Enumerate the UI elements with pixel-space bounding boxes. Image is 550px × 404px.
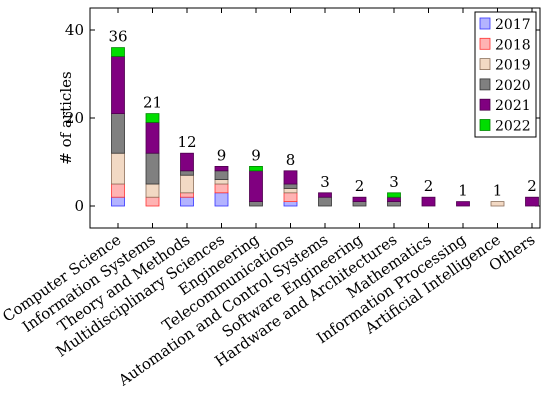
bar-segment-2018 [180, 192, 194, 198]
bar-total-label: 9 [217, 146, 227, 164]
legend-swatch-2017 [479, 17, 491, 30]
bar-segment-2019 [111, 152, 125, 185]
bar-total-label: 1 [458, 182, 468, 200]
legend-label-2021: 2021 [495, 98, 531, 114]
y-tick-label: 20 [65, 109, 84, 127]
bar-segment-2020 [214, 170, 229, 181]
bar-segment-2021 [352, 196, 367, 202]
bar-segment-2020 [352, 201, 367, 207]
bar-segment-2017 [180, 196, 194, 207]
y-tick-label: 40 [65, 21, 84, 39]
bar-segment-2020 [111, 113, 125, 154]
legend-swatch-2022 [479, 119, 491, 131]
bar-segment-2020 [249, 201, 263, 207]
bar-total-label: 2 [527, 177, 537, 195]
bar-segment-2021 [249, 170, 263, 203]
legend-label-2019: 2019 [495, 58, 531, 74]
bar-total-label: 2 [424, 177, 434, 195]
bar-total-label: 3 [320, 173, 330, 191]
bar-segment-2022 [145, 113, 160, 123]
bar-segment-2021 [214, 165, 229, 172]
bar-segment-2021 [456, 201, 470, 207]
bar-segment-2019 [490, 201, 505, 207]
bar-total-label: 8 [286, 151, 296, 169]
legend-swatch-2020 [479, 78, 491, 91]
bar-segment-2020 [318, 196, 332, 207]
bar-total-label: 3 [389, 173, 399, 191]
bar-segment-2018 [145, 196, 160, 207]
bar-segment-2020 [145, 152, 160, 185]
bar-total-label: 12 [177, 133, 196, 151]
bar-total-label: 1 [493, 182, 503, 200]
legend-label-2017: 2017 [495, 17, 531, 33]
bar-total-label: 9 [251, 146, 261, 164]
bar-segment-2017 [214, 192, 229, 207]
legend-label-2018: 2018 [495, 37, 531, 53]
legend-swatch-2018 [479, 37, 491, 50]
bar-segment-2021 [283, 170, 298, 185]
legend-label-2022: 2022 [495, 119, 531, 135]
bar-segment-2017 [111, 196, 125, 207]
bar-segment-2019 [214, 179, 229, 185]
bar-segment-2022 [249, 165, 263, 172]
bar-segment-2021 [525, 196, 539, 207]
bar-segment-2018 [214, 183, 229, 194]
bar-total-label: 21 [143, 94, 162, 112]
bar-layer [111, 47, 539, 207]
legend-box [474, 11, 537, 138]
bar-segment-2019 [283, 187, 298, 194]
bar-total-label: 36 [108, 28, 127, 46]
bar-segment-2021 [180, 152, 194, 172]
bar-total-label: 2 [355, 177, 365, 195]
legend-label-2020: 2020 [495, 78, 531, 94]
y-axis-label: # of articles [57, 71, 75, 164]
bar-segment-2021 [111, 56, 125, 115]
bar-segment-2018 [283, 192, 298, 203]
legend-swatch-2021 [479, 98, 491, 111]
bar-segment-2018 [111, 183, 125, 198]
bar-segment-2020 [387, 201, 401, 207]
bar-segment-2017 [283, 201, 298, 207]
y-tick-label: 0 [74, 197, 84, 215]
bar-segment-2019 [145, 183, 160, 198]
bar-segment-2021 [318, 192, 332, 198]
bar-segment-2019 [180, 174, 194, 194]
bar-segment-2020 [283, 183, 298, 189]
bar-segment-2022 [387, 192, 401, 198]
bar-segment-2021 [145, 122, 160, 154]
plot-frame-layer [89, 7, 541, 229]
legend: 2017 2018 2019 2020 2021 2022 [474, 11, 537, 138]
legend-swatch-2019 [479, 58, 491, 70]
bar-segment-2021 [421, 196, 436, 207]
bar-segment-2020 [180, 170, 194, 176]
bar-segment-2021 [387, 196, 401, 202]
bar-segment-2022 [111, 47, 125, 57]
